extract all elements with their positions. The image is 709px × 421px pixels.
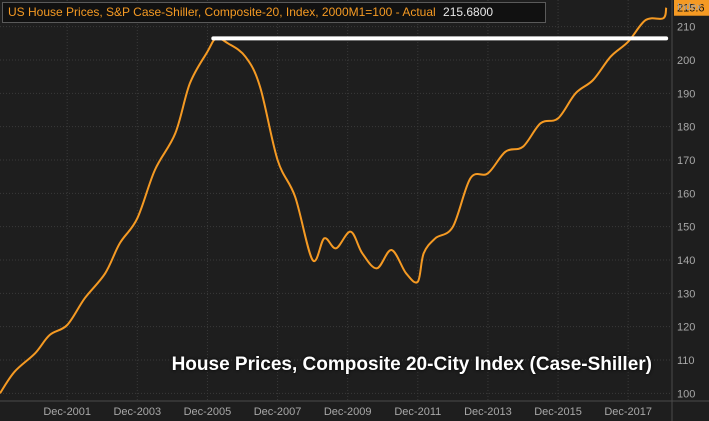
- last-value-tag-box: [674, 0, 709, 16]
- y-tick-label: 200: [677, 55, 695, 67]
- x-axis-ticks: Dec-2001 Dec-2003 Dec-2005 Dec-2007 Dec-2009…: [43, 406, 652, 418]
- series-legend: US House Prices, S&P Case-Shiller, Compo…: [2, 2, 546, 23]
- x-tick-label: Dec-2001: [43, 406, 91, 418]
- y-tick-label: 180: [677, 122, 695, 134]
- last-value-tag: 215.6: [674, 0, 709, 16]
- legend-value: 215.6800: [443, 5, 494, 19]
- series-layer: [0, 7, 668, 394]
- y-tick-label: 110: [677, 355, 695, 367]
- y-tick-label: 140: [677, 255, 695, 267]
- y-tick-label: 210: [677, 22, 695, 34]
- x-tick-label: Dec-2011: [394, 406, 441, 418]
- x-tick-label: Dec-2017: [604, 406, 652, 418]
- y-tick-label: 130: [677, 288, 695, 300]
- last-value-tag-label: 215.6: [677, 3, 705, 15]
- y-axis-unit-label: Index: [677, 2, 702, 13]
- x-tick-label: Dec-2013: [464, 406, 512, 418]
- x-tick-label: Dec-2007: [254, 406, 302, 418]
- y-tick-label: 190: [677, 88, 695, 100]
- x-tick-label: Dec-2015: [534, 406, 582, 418]
- y-tick-label: 170: [677, 155, 695, 167]
- y-tick-label: 100: [677, 388, 695, 400]
- y-tick-label: 120: [677, 322, 695, 334]
- legend-series-label: US House Prices, S&P Case-Shiller, Compo…: [8, 5, 436, 19]
- y-axis-ticks: 100 110 120 130 140 150 160 170 180 190 200 210: [677, 22, 695, 401]
- x-tick-label: Dec-2003: [113, 406, 161, 418]
- y-tick-label: 150: [677, 222, 695, 234]
- series-line-case-shiller-20: [0, 7, 668, 394]
- x-tick-label: Dec-2009: [324, 406, 372, 418]
- y-tick-label: 160: [677, 188, 695, 200]
- chart-title: House Prices, Composite 20-City Index (C…: [171, 354, 652, 375]
- x-tick-label: Dec-2005: [184, 406, 232, 418]
